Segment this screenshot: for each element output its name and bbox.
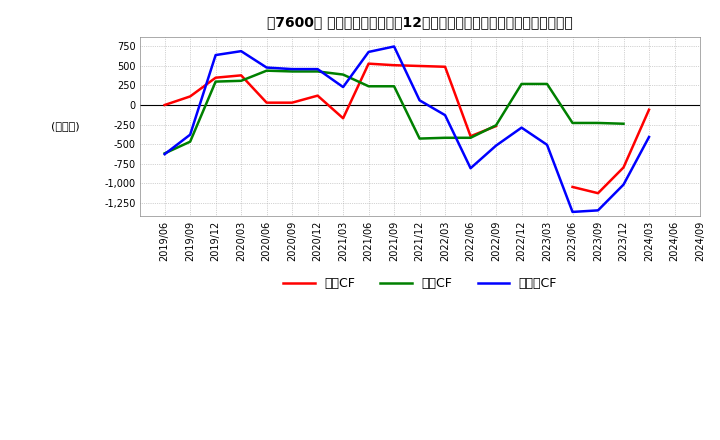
投資CF (237, 78, 246, 84)
フリーCF (390, 44, 398, 49)
Line: 投資CF: 投資CF (165, 71, 624, 154)
営業CF (390, 62, 398, 68)
営業CF (212, 75, 220, 81)
営業CF (262, 100, 271, 105)
Line: フリーCF: フリーCF (165, 47, 649, 212)
Title: 【7600】 キャッシュフローの12か月移動合計の対前年同期増減額の推移: 【7600】 キャッシュフローの12か月移動合計の対前年同期増減額の推移 (267, 15, 573, 29)
投資CF (517, 81, 526, 87)
フリーCF (288, 66, 297, 72)
フリーCF (568, 209, 577, 215)
フリーCF (186, 132, 194, 137)
投資CF (262, 68, 271, 73)
営業CF (619, 165, 628, 170)
フリーCF (543, 142, 552, 147)
Y-axis label: (百万円): (百万円) (51, 121, 80, 132)
投資CF (543, 81, 552, 87)
営業CF (186, 94, 194, 99)
フリーCF (619, 182, 628, 187)
投資CF (186, 139, 194, 144)
フリーCF (237, 48, 246, 54)
営業CF (441, 64, 449, 70)
営業CF (568, 184, 577, 190)
営業CF (237, 73, 246, 78)
フリーCF (313, 66, 322, 72)
投資CF (390, 84, 398, 89)
営業CF (467, 134, 475, 139)
投資CF (619, 121, 628, 126)
フリーCF (262, 65, 271, 70)
投資CF (364, 84, 373, 89)
営業CF (492, 124, 500, 129)
フリーCF (467, 165, 475, 171)
フリーCF (364, 49, 373, 55)
フリーCF (161, 151, 169, 157)
営業CF (415, 63, 424, 69)
営業CF (644, 107, 653, 112)
フリーCF (415, 98, 424, 103)
フリーCF (212, 52, 220, 58)
投資CF (415, 136, 424, 141)
営業CF (364, 61, 373, 66)
フリーCF (441, 113, 449, 118)
投資CF (339, 72, 348, 77)
投資CF (467, 135, 475, 140)
投資CF (212, 79, 220, 84)
投資CF (441, 135, 449, 140)
投資CF (594, 120, 603, 125)
営業CF (161, 103, 169, 108)
営業CF (339, 116, 348, 121)
フリーCF (644, 134, 653, 139)
Legend: 営業CF, 投資CF, フリーCF: 営業CF, 投資CF, フリーCF (279, 272, 562, 295)
営業CF (288, 100, 297, 105)
フリーCF (517, 125, 526, 130)
営業CF (594, 191, 603, 196)
フリーCF (594, 208, 603, 213)
投資CF (492, 123, 500, 128)
Line: 営業CF: 営業CF (165, 64, 649, 193)
投資CF (161, 151, 169, 156)
フリーCF (492, 143, 500, 148)
営業CF (313, 93, 322, 98)
フリーCF (339, 84, 348, 90)
投資CF (313, 69, 322, 74)
投資CF (568, 120, 577, 125)
投資CF (288, 69, 297, 74)
